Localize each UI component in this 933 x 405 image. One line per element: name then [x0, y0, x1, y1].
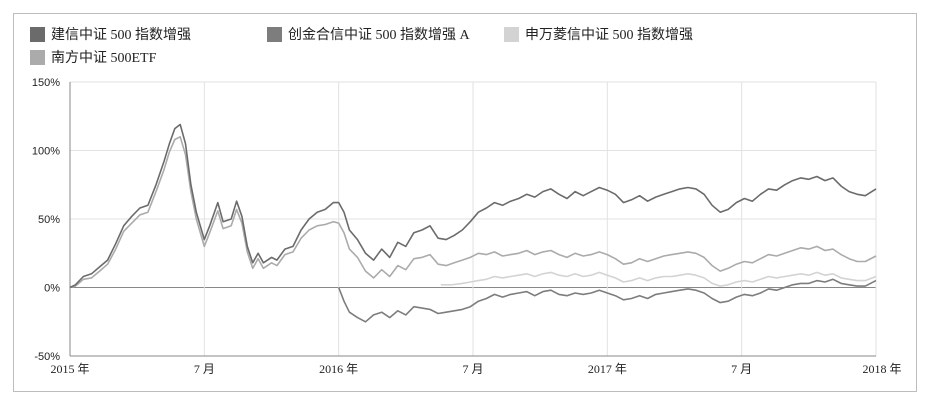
legend-item-shenwan: 申万菱信中证 500 指数增强 [504, 24, 693, 44]
x-tick-label: 7 月 [194, 362, 215, 376]
series-line-2 [440, 271, 877, 287]
series-line-3 [69, 136, 877, 289]
legend-item-jianxin: 建信中证 500 指数增强 [30, 24, 191, 44]
legend-label: 南方中证 500ETF [51, 51, 157, 66]
legend-swatch [30, 26, 45, 42]
x-tick-label: 2016 年 [319, 362, 358, 376]
y-tick-label: -50% [34, 351, 60, 363]
x-tick-label: 2018 年 [862, 362, 901, 376]
legend-label: 申万菱信中证 500 指数增强 [525, 28, 693, 43]
series-line-1 [337, 278, 877, 323]
y-tick-label: 0% [44, 283, 60, 295]
legend-item-nanfang: 南方中证 500ETF [30, 47, 156, 67]
legend-label: 建信中证 500 指数增强 [51, 28, 191, 43]
legend-label: 创金合信中证 500 指数增强 A [288, 28, 470, 43]
legend-swatch [30, 49, 45, 65]
x-tick-label: 7 月 [462, 362, 483, 376]
legend-swatch [267, 26, 282, 42]
legend-item-chuangjin: 创金合信中证 500 指数增强 A [267, 24, 470, 44]
x-tick-label: 7 月 [731, 362, 752, 376]
legend-swatch [504, 26, 519, 42]
x-tick-label: 2017 年 [588, 362, 627, 376]
y-tick-label: 50% [38, 214, 60, 226]
legend: 建信中证 500 指数增强 创金合信中证 500 指数增强 A 申万菱信中证 5… [30, 20, 910, 67]
y-tick-label: 100% [32, 146, 60, 158]
chart-frame [13, 13, 917, 392]
x-tick-label: 2015 年 [50, 362, 89, 376]
y-tick-label: 150% [32, 77, 60, 89]
series-line-0 [69, 123, 877, 289]
